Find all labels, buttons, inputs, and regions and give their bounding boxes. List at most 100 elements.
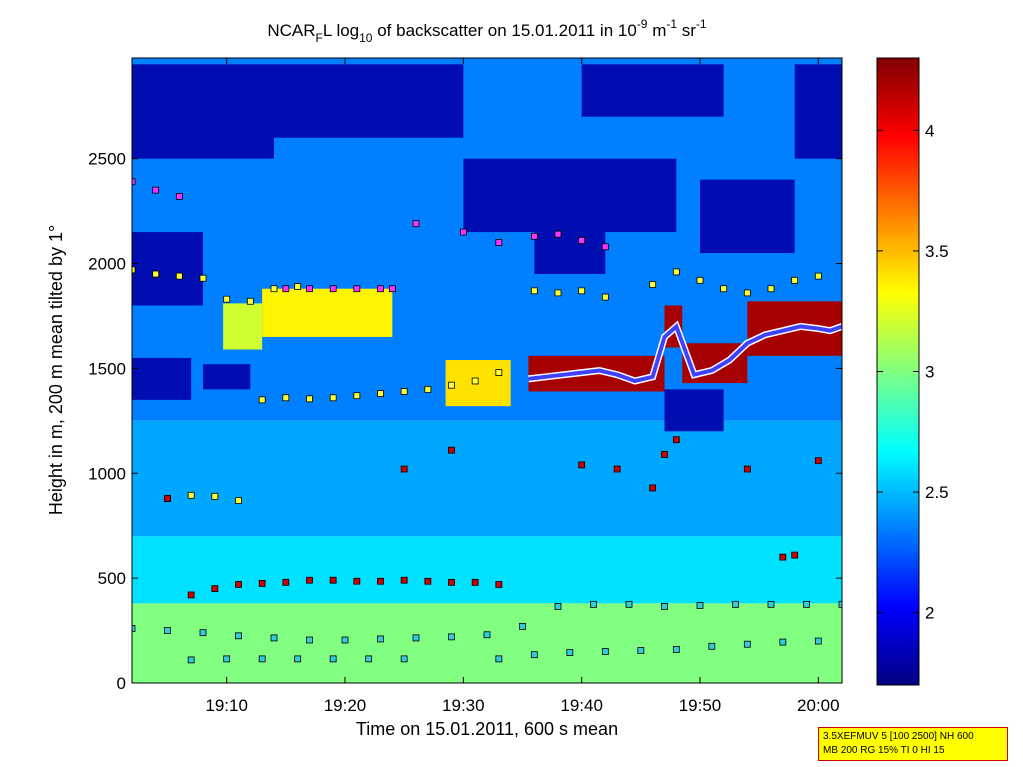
low-signal-patch: [581, 64, 724, 117]
layer-marker-elevated-layer: [282, 394, 290, 402]
layer-marker-surface-layer: [696, 601, 704, 609]
layer-marker-upper-layer: [412, 220, 420, 228]
layer-marker-low-layer: [187, 656, 195, 664]
low-signal-patch: [700, 179, 795, 254]
layer-marker-pbl-top: [258, 579, 266, 587]
layer-marker-scattered-lows: [779, 553, 787, 561]
layer-marker-low-layer: [743, 640, 751, 648]
layer-marker-scattered-lows: [578, 461, 586, 469]
layer-marker-low-layer: [329, 655, 337, 663]
layer-marker-low-layer: [601, 648, 609, 655]
aerosol-block: [262, 288, 393, 337]
layer-marker-upper-layer: [306, 285, 313, 293]
layer-marker-cirrus-base: [649, 281, 657, 288]
layer-marker-surface-layer: [803, 600, 810, 608]
layer-marker-surface-layer: [270, 634, 278, 642]
layer-marker-low-layer: [365, 655, 373, 663]
y-tick-label: 500: [98, 569, 126, 588]
layer-marker-low-layer: [708, 642, 716, 650]
layer-marker-low-layer: [294, 655, 302, 663]
layer-marker-upper-layer: [175, 193, 183, 200]
layer-marker-elevated-layer: [187, 491, 195, 499]
layer-marker-cirrus-base: [578, 287, 586, 295]
layer-marker-scattered-lows: [448, 446, 455, 454]
layer-marker-scattered-lows: [649, 484, 657, 492]
layer-marker-elevated-layer: [400, 388, 408, 395]
layer-marker-elevated-layer: [495, 369, 503, 376]
layer-marker-elevated-layer: [258, 396, 266, 404]
layer-marker-surface-layer: [412, 634, 420, 642]
layer-marker-surface-layer: [306, 636, 313, 644]
layer-marker-cirrus-base: [199, 274, 207, 282]
low-signal-patch: [463, 158, 677, 233]
x-tick-label: 19:40: [560, 696, 603, 715]
x-tick-label: 20:00: [797, 696, 840, 715]
low-signal-patch: [132, 64, 274, 159]
layer-marker-scattered-lows: [743, 465, 751, 473]
layer-marker-surface-layer: [838, 600, 842, 608]
layer-marker-pbl-top: [471, 578, 479, 586]
layer-marker-upper-layer: [353, 285, 361, 293]
y-axis-ticks: 0 500 1000 1500 2000 2500: [88, 150, 842, 693]
layer-marker-low-layer: [672, 646, 680, 653]
layer-marker-upper-layer: [282, 285, 290, 293]
background-band: [132, 536, 842, 604]
layer-marker-surface-layer: [448, 633, 455, 641]
layer-marker-cirrus-base: [814, 272, 822, 280]
colorbar-ticks: 2 2.5 3 3.5 4: [877, 121, 949, 623]
layer-marker-pbl-top: [448, 578, 455, 586]
layer-marker-surface-layer: [767, 600, 775, 608]
layer-marker-cirrus-base: [223, 295, 231, 303]
layer-marker-cirrus-base: [696, 276, 704, 284]
cloud-base-line: [528, 323, 842, 384]
y-tick-label: 2500: [88, 150, 126, 169]
colorbar-tick-label: 2: [925, 604, 934, 623]
layer-marker-upper-layer: [601, 243, 609, 251]
colorbar: 2 2.5 3 3.5 4: [876, 57, 949, 686]
low-signal-patch: [203, 364, 251, 390]
plot-frame: [131, 57, 843, 684]
layer-marker-elevated-layer: [353, 392, 361, 400]
y-tick-label: 1500: [88, 359, 126, 378]
colorbar-tick-label: 3: [925, 363, 934, 382]
annotation-line-1: 3.5XEFMUV 5 [100 2500] NH 600: [823, 731, 974, 742]
layer-marker-elevated-layer: [471, 377, 479, 385]
layer-marker-cirrus-base: [152, 270, 160, 278]
y-tick-label: 0: [117, 674, 126, 693]
annotation-line-2: MB 200 RG 15% TI 0 HI 15: [823, 745, 945, 756]
layer-marker-pbl-top: [235, 581, 242, 588]
layer-marker-pbl-top: [495, 581, 503, 588]
layer-marker-low-layer: [258, 655, 266, 663]
layer-marker-surface-layer: [625, 600, 633, 608]
layer-marker-elevated-layer: [377, 390, 384, 397]
layer-marker-surface-layer: [132, 625, 136, 632]
x-tick-label: 19:10: [205, 696, 248, 715]
layer-marker-scattered-lows: [400, 465, 408, 473]
layer-marker-cirrus-base: [554, 289, 562, 297]
layer-marker-upper-layer: [377, 285, 384, 293]
layer-marker-pbl-top: [187, 591, 195, 599]
layer-marker-scattered-lows: [791, 551, 799, 559]
layer-marker-surface-layer: [554, 603, 562, 610]
colorbar-tick-label: 3.5: [925, 242, 949, 261]
layer-marker-low-layer: [814, 637, 822, 645]
layer-marker-upper-layer: [495, 239, 503, 246]
layer-marker-pbl-top: [211, 585, 219, 593]
layer-marker-low-layer: [400, 655, 408, 663]
layer-marker-low-layer: [566, 649, 574, 656]
low-signal-patch: [664, 389, 724, 432]
layer-marker-scattered-lows: [672, 436, 680, 444]
layer-marker-elevated-layer: [235, 497, 242, 504]
layer-marker-upper-layer: [530, 232, 538, 240]
layer-marker-surface-layer: [164, 627, 171, 634]
layer-marker-low-layer: [779, 638, 787, 646]
layer-marker-upper-layer: [578, 237, 586, 244]
layer-marker-cirrus-base: [175, 272, 183, 280]
layer-marker-cirrus-base: [294, 283, 302, 291]
x-axis-ticks: 19:10 19:20 19:30 19:40 19:50 20:00: [205, 58, 840, 715]
layer-marker-surface-layer: [661, 603, 668, 610]
layer-marker-upper-layer: [132, 178, 136, 186]
layer-marker-pbl-top: [282, 578, 290, 586]
layer-marker-elevated-layer: [211, 492, 219, 500]
